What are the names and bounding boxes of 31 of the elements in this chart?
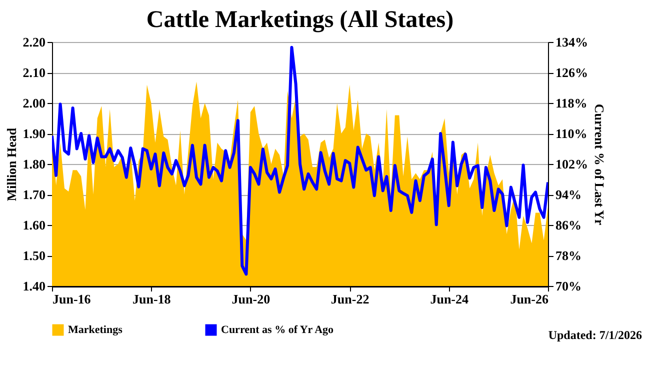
- y2-tick-label: 118%: [556, 96, 588, 110]
- y2-tick-label: 78%: [556, 248, 582, 263]
- y2-tick-label: 110%: [556, 126, 588, 141]
- x-tick-label: Jun-22: [330, 292, 370, 306]
- y-tick-label: 1.90: [22, 126, 46, 141]
- x-tick-label: Jun-16: [52, 292, 92, 306]
- y-tick-label: 2.10: [22, 65, 46, 80]
- x-tick-label: Jun-20: [232, 292, 270, 306]
- y-tick-label: 2.20: [22, 34, 46, 50]
- text: Updated: 7/1/2026: [548, 328, 642, 342]
- y2-axis-title: Current % of Last Yr: [592, 104, 607, 226]
- y-tick-label: 1.60: [22, 218, 46, 232]
- y-tick-label: 2.00: [22, 96, 46, 110]
- legend-label: Marketings: [68, 324, 124, 336]
- x-tick-label: Jun-26: [510, 292, 549, 306]
- line-series: [52, 46, 548, 276]
- y-tick-label: 1.40: [22, 278, 46, 294]
- y-tick-label: 1.50: [22, 248, 46, 263]
- y-tick-label: 1.80: [22, 156, 46, 172]
- y2-tick-label: 126%: [556, 65, 588, 80]
- y-tick-label: 1.70: [22, 187, 46, 202]
- legend-label: Current as % of Yr Ago: [221, 324, 334, 336]
- y2-tick-label: 134%: [556, 34, 588, 50]
- y2-tick-label: 94%: [556, 187, 582, 202]
- y-axis-title: Million Head: [4, 127, 19, 202]
- chart-title: Cattle Marketings (All States): [146, 7, 454, 33]
- y2-tick-label: 102%: [556, 156, 588, 172]
- y2-tick-label: 86%: [556, 218, 582, 232]
- x-tick-label: Jun-24: [430, 292, 469, 306]
- x-tick-label: Jun-18: [132, 292, 172, 306]
- y2-tick-label: 70%: [556, 278, 582, 294]
